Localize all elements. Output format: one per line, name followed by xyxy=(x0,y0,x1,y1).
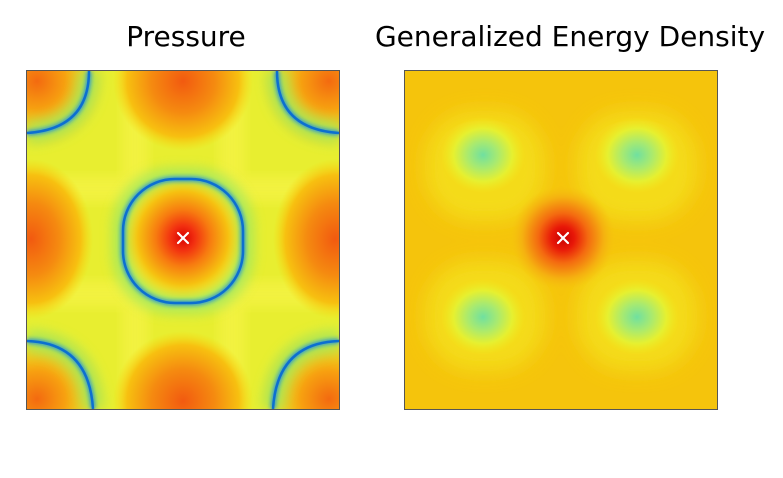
pressure-heatmap xyxy=(26,70,340,410)
energy-density-title: Generalized Energy Density xyxy=(374,20,766,53)
energy-field-svg xyxy=(405,71,717,409)
energy-density-heatmap xyxy=(404,70,718,410)
x-marker xyxy=(176,231,190,245)
pressure-field-svg xyxy=(27,71,339,409)
pressure-title: Pressure xyxy=(126,20,246,53)
x-marker xyxy=(556,231,570,245)
